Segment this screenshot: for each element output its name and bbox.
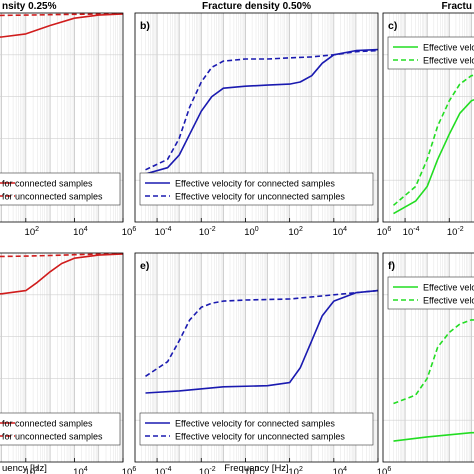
legend-label: Effective velocity — [423, 56, 474, 66]
x-tick-label: 102 — [25, 226, 40, 238]
axes-frame — [382, 12, 474, 223]
panel-title: nsity 0.25% — [2, 1, 57, 12]
panel-1: 102 104 106 nsity 0.25% for connected sample… — [0, 1, 136, 238]
legend-label: for connected samples — [2, 179, 93, 189]
series-line-1 — [145, 289, 379, 394]
series-line-2 — [145, 289, 379, 377]
legend-label: Effective velocity for connected samples — [175, 179, 335, 189]
axes-frame — [134, 252, 379, 463]
series-line-1 — [0, 253, 124, 295]
legend-box — [387, 36, 474, 70]
legend-label: for connected samples — [2, 419, 93, 429]
series-line-1 — [393, 98, 474, 215]
x-tick-label: 102 — [288, 226, 303, 238]
legend-box — [139, 172, 374, 206]
x-tick-label: 104 — [73, 466, 88, 474]
legend: Effective velocity for connected samples… — [139, 172, 374, 206]
x-axis-label: Frequency [Hz] — [224, 463, 288, 474]
panel-5: 10-4 10-2 100 102 104 106 e) Effective velocity… — [134, 252, 392, 474]
series-line-2 — [0, 253, 124, 258]
series-line-2 — [392, 74, 474, 206]
x-tick-label: 106 — [122, 466, 137, 474]
legend-label: Effective veloc — [423, 283, 474, 293]
x-tick-label: 104 — [333, 466, 348, 474]
legend: Effective velocity Effective velocity — [387, 36, 474, 70]
legend: for connected samples for unconnected sam… — [0, 412, 121, 446]
series-line-1 — [393, 431, 474, 442]
x-tick-label: 100 — [244, 466, 259, 474]
x-tick-label: 106 — [122, 226, 137, 238]
legend-label: Effective velocity for connected samples — [175, 419, 335, 429]
legend-label: for unconnected samples — [2, 432, 103, 442]
x-axis-label: uency [Hz] — [2, 463, 47, 474]
x-tick-label: 10-4 — [155, 466, 172, 474]
legend-label: Effective veloc — [423, 296, 474, 306]
axes-frame — [134, 12, 379, 223]
x-tick-label: 10-4 — [403, 226, 420, 238]
legend-box — [0, 412, 121, 446]
series-line-2 — [0, 13, 124, 17]
x-tick-label: 10-4 — [155, 226, 172, 238]
legend-label: Effective velocity for unconnected sampl… — [175, 192, 345, 202]
panel-6: f) Effective veloc Effective veloc — [382, 252, 474, 463]
series-line-2 — [393, 319, 474, 405]
legend-label: Effective velocity — [423, 43, 474, 53]
x-tick-label: 10-2 — [199, 226, 216, 238]
x-tick-label: 102 — [288, 466, 303, 474]
legend-box — [387, 276, 474, 310]
legend-label: Effective velocity for unconnected sampl… — [175, 432, 345, 442]
panel-4: 102 104 106 for connected samples for unconn… — [0, 252, 137, 474]
panel-label: c) — [388, 20, 397, 32]
x-tick-label: 102 — [25, 466, 40, 474]
legend: Effective veloc Effective veloc — [387, 276, 474, 310]
series-line-1 — [145, 48, 379, 175]
x-tick-label: 100 — [244, 226, 259, 238]
axes-frame — [382, 252, 474, 463]
x-tick-label: 104 — [333, 226, 348, 238]
x-tick-label: 10-2 — [199, 466, 216, 474]
x-tick-label: 106 — [377, 466, 392, 474]
axes-frame — [0, 12, 124, 223]
panel-label: b) — [140, 20, 150, 32]
panel-title: Fracture density 0.50% — [202, 1, 311, 12]
panel-2: 10-4 10-2 100 102 104 106 Fracture density 0.5… — [134, 1, 392, 238]
axes-frame — [0, 252, 124, 463]
x-tick-label: 10-2 — [447, 226, 464, 238]
legend-label: for unconnected samples — [2, 192, 103, 202]
x-tick-label: 106 — [377, 226, 392, 238]
series-line-1 — [0, 13, 124, 38]
grid — [0, 253, 123, 462]
legend-box — [0, 172, 121, 206]
legend: for connected samples for unconnected sam… — [0, 172, 121, 206]
legend-box — [139, 412, 374, 446]
legend: Effective velocity for connected samples… — [139, 412, 374, 446]
x-tick-label: 104 — [73, 226, 88, 238]
panel-title: Fractu — [441, 1, 472, 12]
panel-label: e) — [140, 260, 149, 272]
panel-label: f) — [388, 260, 395, 272]
